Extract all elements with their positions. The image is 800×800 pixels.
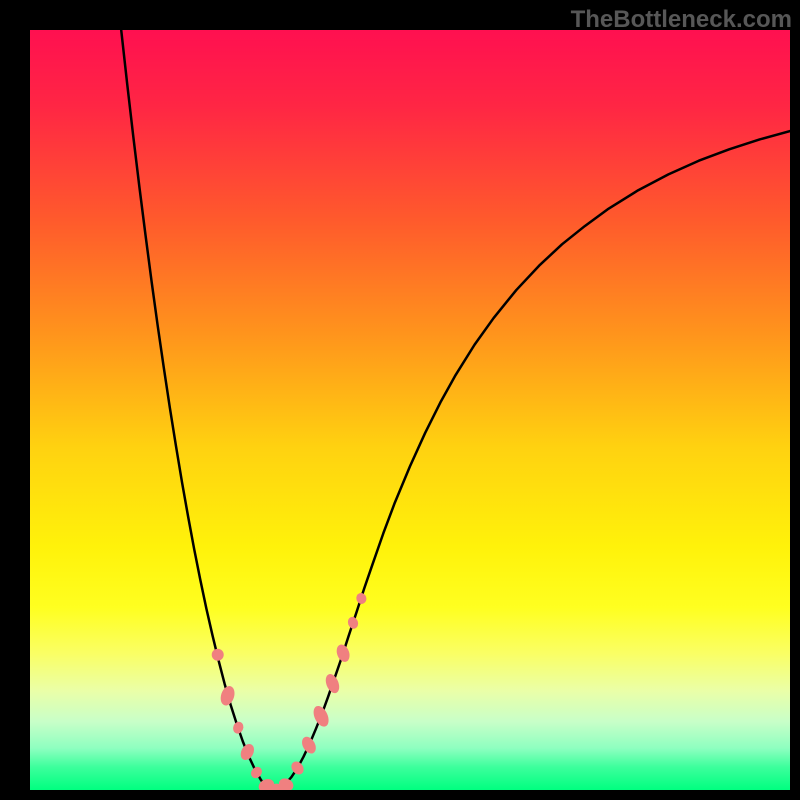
marker-right bbox=[346, 615, 360, 630]
marker-left bbox=[231, 720, 245, 735]
marker-left bbox=[249, 765, 264, 781]
marker-right bbox=[311, 704, 332, 729]
marker-right bbox=[355, 592, 368, 606]
marker-left bbox=[238, 742, 257, 763]
marker-left bbox=[218, 684, 237, 707]
marker-left bbox=[212, 649, 224, 661]
marker-right bbox=[323, 672, 342, 695]
bottleneck-curve bbox=[121, 30, 790, 790]
curve-layer bbox=[30, 30, 790, 790]
plot-area bbox=[30, 30, 790, 790]
marker-right bbox=[299, 734, 318, 756]
marker-right bbox=[334, 643, 351, 664]
chart-canvas: TheBottleneck.com bbox=[0, 0, 800, 800]
marker-right bbox=[289, 759, 306, 777]
